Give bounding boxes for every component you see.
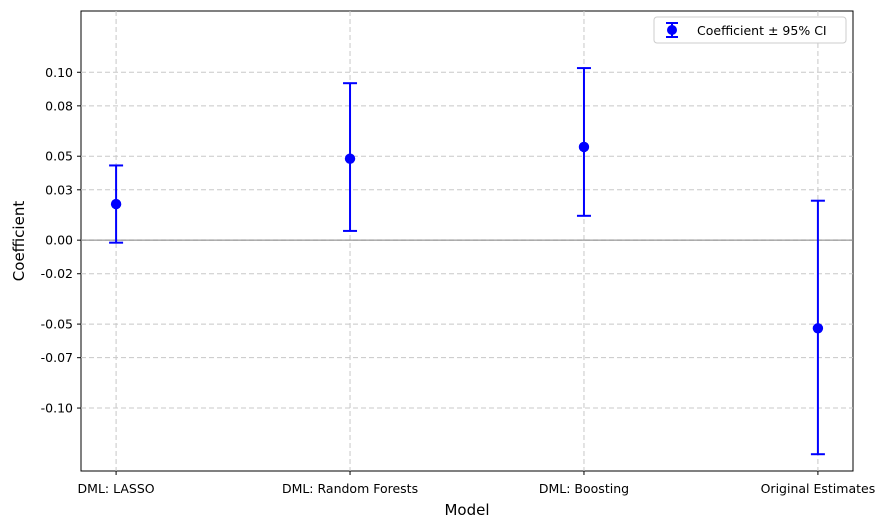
y-tick-label: -0.05 (41, 317, 73, 332)
y-axis-title: Coefficient (10, 201, 28, 282)
plot-frame (80, 10, 854, 472)
error-bars (109, 67, 825, 456)
y-tick-label: 0.10 (45, 65, 73, 80)
y-tick-label: 0.08 (45, 98, 73, 113)
x-ticks: DML: LASSO DML: Random Forests DML: Boosti… (78, 471, 876, 496)
x-axis-title: Model (444, 501, 489, 519)
y-tick-label: 0.00 (45, 233, 73, 248)
legend: Coefficient ± 95% CI (653, 16, 847, 44)
y-tick-label: 0.03 (45, 182, 73, 197)
x-tick-label: DML: Boosting (539, 481, 629, 496)
legend-box (653, 16, 847, 44)
data-point (110, 198, 122, 210)
y-tick-label: -0.02 (41, 266, 73, 281)
y-ticks: 0.10 0.08 0.05 0.03 0.00 -0.02 -0.05 -0.07 -0.10 (41, 65, 81, 416)
grid-x (115, 11, 819, 471)
data-point (344, 153, 356, 164)
y-tick-label: -0.07 (41, 350, 73, 365)
data-point (578, 141, 590, 153)
legend-marker (666, 22, 678, 38)
x-tick-label: Original Estimates (761, 481, 876, 496)
legend-label: Coefficient ± 95% CI (697, 23, 827, 38)
y-tick-label: 0.05 (45, 149, 73, 164)
data-points (110, 141, 824, 334)
x-tick-label: DML: Random Forests (282, 481, 418, 496)
data-point (812, 323, 824, 334)
y-tick-label: -0.10 (41, 401, 73, 416)
x-tick-label: DML: LASSO (78, 481, 155, 496)
